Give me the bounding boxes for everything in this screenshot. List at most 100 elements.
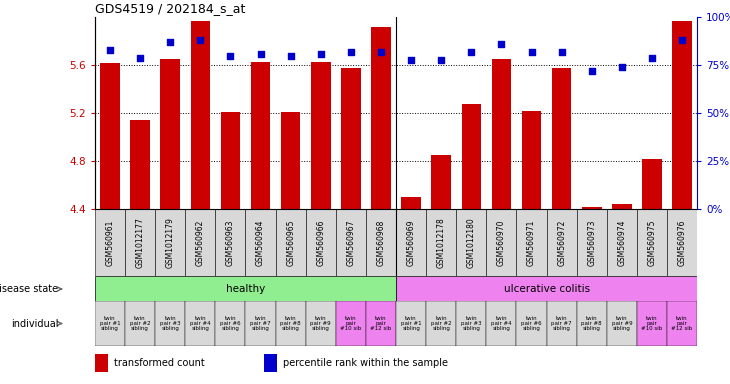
Bar [371,27,391,209]
Bar [522,111,542,209]
Bar [637,301,667,346]
Bar [161,59,180,209]
Point [466,49,477,55]
Bar [130,121,150,209]
Bar [95,354,108,372]
Text: twin
pair #3
sibling: twin pair #3 sibling [160,316,180,331]
Text: GSM560974: GSM560974 [618,220,626,266]
Text: disease state: disease state [0,284,58,294]
Bar [491,59,511,209]
Bar [667,301,697,346]
Point [104,47,116,53]
Bar [486,301,517,346]
Bar [426,209,456,276]
Text: twin
pair #6
sibling: twin pair #6 sibling [220,316,241,331]
Point [315,51,326,57]
Text: GSM560972: GSM560972 [557,220,566,266]
Text: twin
pair #9
sibling: twin pair #9 sibling [612,316,632,331]
Bar [341,68,361,209]
Bar [185,209,215,276]
Text: twin
pair #1
sibling: twin pair #1 sibling [401,316,421,331]
Bar [155,301,185,346]
Text: GSM560965: GSM560965 [286,220,295,266]
Text: GSM560963: GSM560963 [226,220,235,266]
Point [556,49,567,55]
Point [225,53,237,59]
Point [496,41,507,47]
Bar [95,209,125,276]
Bar [431,155,451,209]
Text: healthy: healthy [226,284,265,294]
Text: twin
pair #9
sibling: twin pair #9 sibling [310,316,331,331]
Point [134,55,146,61]
Point [194,37,206,43]
Bar [264,354,277,372]
Bar [396,276,697,301]
Point [616,64,628,70]
Bar [250,62,270,209]
Bar [612,205,631,209]
Bar [220,112,240,209]
Text: twin
pair
#10 sib: twin pair #10 sib [642,316,663,331]
Text: GSM560971: GSM560971 [527,220,536,266]
Bar [311,62,331,209]
Text: individual: individual [11,318,58,329]
Bar [336,301,366,346]
Bar [402,197,421,209]
Bar [366,209,396,276]
Text: twin
pair
#12 sib: twin pair #12 sib [672,316,693,331]
Point [526,49,537,55]
Text: GSM560969: GSM560969 [407,220,415,266]
Bar [336,209,366,276]
Text: GSM560964: GSM560964 [256,220,265,266]
Text: twin
pair #7
sibling: twin pair #7 sibling [551,316,572,331]
Text: GSM1012179: GSM1012179 [166,217,174,268]
Bar [517,209,547,276]
Text: GSM1012180: GSM1012180 [466,217,476,268]
Text: twin
pair #2
sibling: twin pair #2 sibling [431,316,452,331]
Point [345,49,357,55]
Bar [396,209,426,276]
Bar [366,301,396,346]
Bar [667,209,697,276]
Bar [461,104,481,209]
Text: GSM1012178: GSM1012178 [437,217,446,268]
Text: twin
pair #4
sibling: twin pair #4 sibling [491,316,512,331]
Text: twin
pair #1
sibling: twin pair #1 sibling [99,316,120,331]
Bar [517,301,547,346]
Point [676,37,688,43]
Text: GSM560968: GSM560968 [377,220,385,266]
Text: GSM1012177: GSM1012177 [136,217,145,268]
Text: twin
pair #8
sibling: twin pair #8 sibling [581,316,602,331]
Text: twin
pair #3
sibling: twin pair #3 sibling [461,316,482,331]
Text: GDS4519 / 202184_s_at: GDS4519 / 202184_s_at [95,2,245,15]
Bar [396,301,426,346]
Bar [215,301,245,346]
Text: GSM560966: GSM560966 [316,220,326,266]
Bar [125,209,155,276]
Text: twin
pair #4
sibling: twin pair #4 sibling [190,316,211,331]
Point [255,51,266,57]
Text: GSM560967: GSM560967 [346,220,356,266]
Text: GSM560975: GSM560975 [648,220,656,266]
Text: twin
pair #8
sibling: twin pair #8 sibling [280,316,301,331]
Bar [672,21,692,209]
Bar [276,301,306,346]
Bar [306,301,336,346]
Point [285,53,296,59]
Bar [486,209,517,276]
Text: twin
pair #7
sibling: twin pair #7 sibling [250,316,271,331]
Bar [642,159,662,209]
Bar [426,301,456,346]
Bar [125,301,155,346]
Bar [281,112,301,209]
Point [646,55,658,61]
Text: GSM560976: GSM560976 [677,220,687,266]
Text: twin
pair
#10 sib: twin pair #10 sib [340,316,361,331]
Text: twin
pair #2
sibling: twin pair #2 sibling [130,316,150,331]
Point [435,56,447,63]
Bar [245,301,276,346]
Bar [637,209,667,276]
Point [586,68,598,74]
Bar [577,301,607,346]
